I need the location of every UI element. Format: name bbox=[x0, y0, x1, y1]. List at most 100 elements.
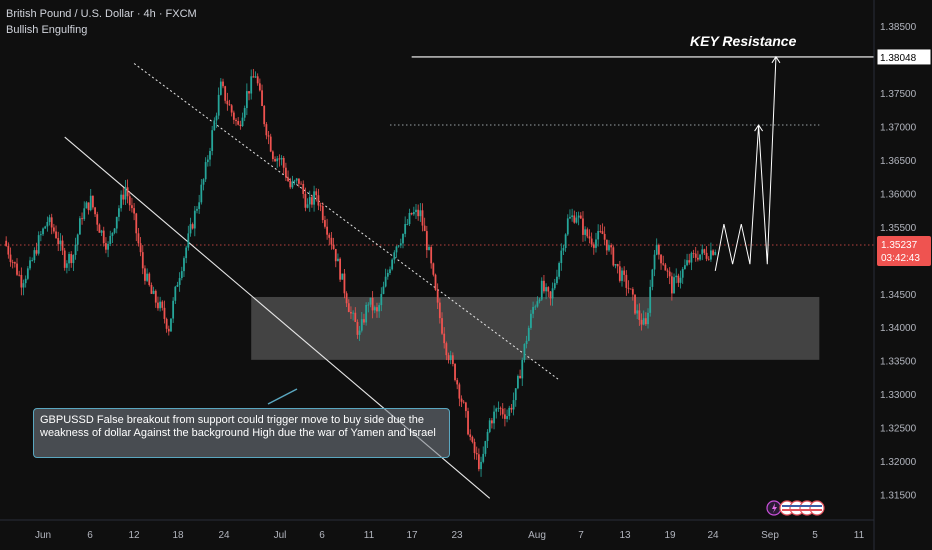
candle-body bbox=[512, 400, 515, 410]
candle-body bbox=[634, 294, 636, 314]
candle-body bbox=[675, 275, 678, 278]
candle-body bbox=[202, 179, 205, 185]
candle-body bbox=[690, 253, 693, 263]
us-flag-event-icon[interactable] bbox=[809, 500, 825, 516]
events-icons[interactable] bbox=[766, 497, 828, 519]
candle-body bbox=[608, 245, 610, 251]
candle-body bbox=[391, 259, 394, 270]
candle-body bbox=[501, 408, 504, 415]
time-tick-label: Jun bbox=[35, 530, 51, 541]
candle-body bbox=[321, 206, 324, 221]
candle-body bbox=[651, 269, 654, 287]
candle-body bbox=[144, 268, 146, 281]
candle-body bbox=[575, 217, 578, 223]
lightning-icon bbox=[772, 503, 777, 513]
candle-body bbox=[319, 205, 322, 207]
candle-body bbox=[252, 76, 255, 78]
time-tick-label: 13 bbox=[619, 530, 631, 541]
candle-body bbox=[402, 233, 404, 244]
candle-body bbox=[293, 180, 296, 182]
candle-body bbox=[315, 191, 318, 196]
candle-body bbox=[532, 307, 534, 314]
candle-body bbox=[443, 333, 446, 344]
candle-body bbox=[347, 303, 350, 312]
candle-body bbox=[577, 215, 580, 218]
candle-body bbox=[525, 340, 528, 345]
candle-body bbox=[523, 344, 526, 360]
candle-body bbox=[100, 230, 103, 233]
candle-body bbox=[467, 411, 469, 435]
candle-body bbox=[211, 130, 214, 151]
price-tick-label: 1.37500 bbox=[880, 89, 917, 100]
candle-body bbox=[504, 414, 506, 419]
candle-body bbox=[282, 157, 285, 168]
candle-body bbox=[488, 420, 491, 432]
candle-body bbox=[44, 226, 47, 229]
candle-body bbox=[308, 197, 311, 205]
candle-body bbox=[449, 355, 452, 361]
candle-body bbox=[412, 212, 415, 215]
candle-body bbox=[410, 213, 413, 215]
time-tick-label: 24 bbox=[218, 530, 230, 541]
candle-body bbox=[419, 210, 422, 217]
time-axis[interactable]: Jun 6 12 18 24 Jul 6 11 17 23 Aug 7 13 19 24 Sep 5 11 bbox=[35, 530, 865, 541]
last-price-box bbox=[877, 235, 931, 266]
candle-body bbox=[196, 208, 198, 211]
trendline-dotted bbox=[133, 63, 560, 381]
candle-body bbox=[714, 252, 717, 255]
candle-body bbox=[647, 312, 649, 325]
key-resistance-price: 1.38048 bbox=[880, 53, 917, 64]
candle-body bbox=[128, 196, 131, 206]
candle-body bbox=[694, 253, 697, 258]
candle-body bbox=[311, 197, 313, 205]
candle-body bbox=[545, 287, 548, 292]
candle-body bbox=[660, 254, 662, 264]
candle-body bbox=[560, 250, 563, 264]
candle-body bbox=[141, 252, 144, 269]
candle-body bbox=[588, 236, 591, 239]
candle-body bbox=[191, 224, 194, 229]
candle-body bbox=[692, 253, 695, 254]
candle-body bbox=[133, 208, 136, 214]
candle-body bbox=[31, 260, 34, 261]
candle-body bbox=[16, 263, 18, 275]
candle-body bbox=[135, 213, 138, 234]
time-tick-label: 23 bbox=[451, 530, 463, 541]
candle-body bbox=[666, 270, 669, 272]
candle-body bbox=[451, 355, 454, 364]
candle-body bbox=[425, 231, 428, 251]
candle-body bbox=[432, 263, 435, 275]
candle-body bbox=[471, 436, 474, 442]
price-tick-label: 1.33000 bbox=[880, 390, 917, 401]
candle-body bbox=[161, 301, 164, 308]
candle-body bbox=[612, 247, 615, 266]
candle-body bbox=[343, 273, 346, 294]
candle-body bbox=[380, 293, 383, 306]
candle-body bbox=[569, 216, 571, 219]
price-axis[interactable]: 1.38500 1.37500 1.37000 1.36500 1.36000 1.355… bbox=[876, 22, 932, 501]
candle-body bbox=[597, 231, 600, 240]
candle-body bbox=[664, 264, 667, 271]
candle-body bbox=[146, 273, 149, 281]
candle-body bbox=[517, 375, 519, 389]
candle-body bbox=[20, 275, 23, 288]
candle-body bbox=[324, 220, 326, 227]
candle-body bbox=[334, 248, 337, 262]
flag-stripe bbox=[782, 509, 792, 511]
candle-body bbox=[462, 401, 465, 403]
candle-body bbox=[497, 407, 500, 409]
candle-body bbox=[215, 115, 218, 121]
candle-body bbox=[536, 301, 539, 307]
candle-body bbox=[686, 260, 688, 266]
candle-body bbox=[688, 260, 691, 263]
projection-path bbox=[714, 55, 781, 271]
last-price-label: 1.35237 bbox=[881, 240, 918, 251]
flag-stripe bbox=[812, 505, 822, 507]
candle-body bbox=[421, 210, 424, 226]
candle-body bbox=[642, 318, 645, 325]
key-resistance-label: KEY Resistance bbox=[690, 33, 797, 49]
candle-body bbox=[367, 304, 370, 306]
candle-body bbox=[326, 226, 328, 235]
candle-body bbox=[13, 262, 16, 264]
